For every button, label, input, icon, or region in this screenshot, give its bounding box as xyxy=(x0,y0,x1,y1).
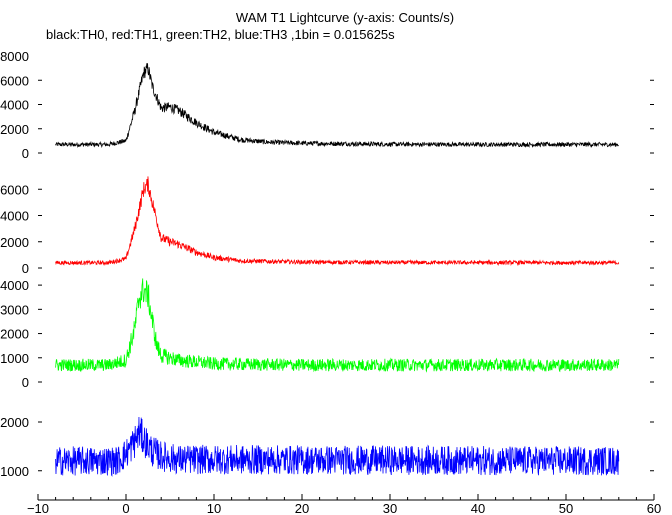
series-line-TH0 xyxy=(55,63,620,149)
y-tick-label: 3000 xyxy=(0,302,29,317)
y-tick-label: 6000 xyxy=(0,73,29,88)
y-tick-label: 4000 xyxy=(0,278,29,293)
panel-TH2: 0 1000 2000 3000 4000 xyxy=(0,278,654,390)
series-line-TH2 xyxy=(55,278,620,373)
y-tick-label: 0 xyxy=(22,146,29,161)
y-tick-label: 1000 xyxy=(0,351,29,366)
x-tick-label: 60 xyxy=(647,501,661,515)
x-tick-label: −10 xyxy=(27,501,49,515)
y-tick-label: 2000 xyxy=(0,122,29,137)
x-tick-label: 0 xyxy=(122,501,129,515)
y-tick-label: 2000 xyxy=(0,235,29,250)
series-line-TH1 xyxy=(55,176,620,267)
y-tick-label: 0 xyxy=(22,261,29,276)
x-tick-label: 20 xyxy=(295,501,309,515)
series-line-TH3 xyxy=(55,417,620,477)
x-tick-label: 10 xyxy=(207,501,221,515)
panel-TH1: 0 2000 4000 6000 xyxy=(0,176,654,276)
panel-TH0: 0 2000 4000 6000 8000 xyxy=(0,49,654,161)
chart-title: WAM T1 Lightcurve (y-axis: Counts/s) xyxy=(236,10,454,25)
y-tick-label: 2000 xyxy=(0,415,29,430)
panel-TH3: 1000 2000 xyxy=(0,415,654,479)
y-tick-label: 6000 xyxy=(0,182,29,197)
y-tick-label: 8000 xyxy=(0,49,29,64)
y-tick-label: 2000 xyxy=(0,327,29,342)
panels: 0 2000 4000 6000 8000 0 2000 4000 6000 0 1000 2000 3… xyxy=(0,49,654,479)
y-tick-label: 4000 xyxy=(0,98,29,113)
x-tick-label: 50 xyxy=(559,501,573,515)
x-tick-label: 40 xyxy=(471,501,485,515)
x-tick-label: 30 xyxy=(383,501,397,515)
y-tick-label: 0 xyxy=(22,375,29,390)
x-axis: −10 0 10 20 30 40 50 60 xyxy=(27,494,661,515)
y-tick-label: 4000 xyxy=(0,209,29,224)
y-tick-label: 1000 xyxy=(0,464,29,479)
chart-subtitle: black:TH0, red:TH1, green:TH2, blue:TH3 … xyxy=(46,27,395,42)
